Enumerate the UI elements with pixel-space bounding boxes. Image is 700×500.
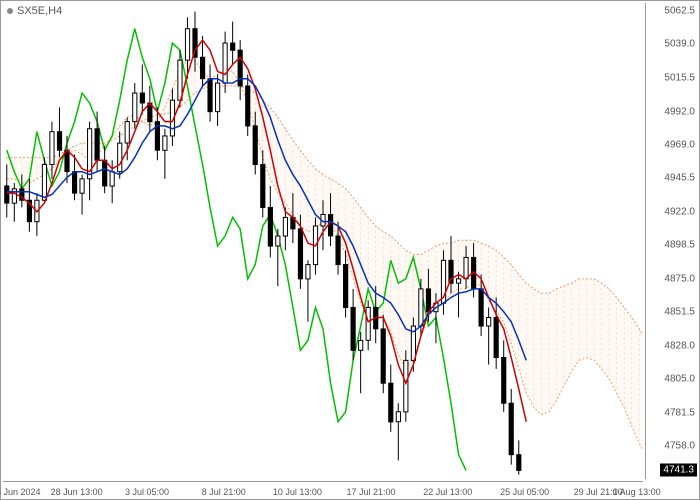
candle-body <box>268 207 272 246</box>
x-tick-label: 25 Jul 05:00 <box>500 487 549 497</box>
chart-container: SX5E,H4 5062.55039.05015.54992.04969.049… <box>0 0 700 500</box>
candle-body <box>464 257 468 278</box>
candle-body <box>351 307 355 350</box>
candle-body <box>283 217 287 236</box>
candle-body <box>72 172 76 193</box>
candle-body <box>231 43 235 50</box>
plot-area[interactable] <box>3 3 643 479</box>
candle-body <box>509 403 513 454</box>
y-tick-label: 5015.5 <box>664 73 695 84</box>
candle-body <box>426 289 430 312</box>
candle-body <box>5 186 9 203</box>
candle-body <box>381 329 385 383</box>
x-axis: 25 Jun 2024 28 Jun 13:00 3 Jul 05:00 8 Jul … <box>3 481 643 499</box>
candle-body <box>246 86 250 126</box>
x-tick-label: 3 Jul 05:00 <box>125 487 169 497</box>
candle-body <box>185 29 189 60</box>
candle-body <box>328 215 332 236</box>
candle-body <box>57 132 61 151</box>
candle-body <box>336 236 340 265</box>
candle-body <box>253 126 257 165</box>
candle-body <box>344 265 348 308</box>
candle-body <box>178 60 182 100</box>
candle-body <box>223 43 227 83</box>
candle-body <box>359 340 363 350</box>
candle-body <box>306 265 310 279</box>
candle-body <box>133 93 137 122</box>
y-tick-label: 4781.5 <box>664 407 695 418</box>
candle-body <box>163 136 167 150</box>
candle-body <box>125 122 129 143</box>
candle-body <box>80 179 84 193</box>
candle-body <box>200 57 204 78</box>
x-tick-label: 28 Jun 13:00 <box>51 487 103 497</box>
y-tick-label: 4992.0 <box>664 106 695 117</box>
y-tick-label: 4898.5 <box>664 240 695 251</box>
y-tick-label: 4945.5 <box>664 173 695 184</box>
x-tick-label: 17 Jul 21:00 <box>346 487 395 497</box>
y-tick-label: 4969.0 <box>664 139 695 150</box>
candle-body <box>389 383 393 422</box>
x-tick-label: 8 Jul 21:00 <box>202 487 246 497</box>
candle-body <box>487 317 491 326</box>
y-tick-label: 4922.0 <box>664 206 695 217</box>
candle-body <box>517 455 521 471</box>
candle-body <box>238 50 242 86</box>
candle-body <box>404 360 408 411</box>
x-tick-label: 10 Jul 13:00 <box>273 487 322 497</box>
x-tick-label: 25 Jun 2024 <box>0 487 41 497</box>
candle-body <box>456 279 460 283</box>
y-tick-label: 4758.0 <box>664 441 695 452</box>
candle-body <box>110 172 114 186</box>
chart-svg <box>3 3 643 479</box>
candle-body <box>118 143 122 172</box>
x-tick-label: 1 Aug 13:00 <box>613 487 661 497</box>
y-tick-label: 5062.5 <box>664 5 695 16</box>
y-tick-label: 4875.0 <box>664 273 695 284</box>
candle-body <box>216 83 220 112</box>
candle-body <box>65 150 69 171</box>
candle-body <box>261 165 265 208</box>
last-price-label: 4741.3 <box>660 463 697 476</box>
candle-body <box>50 132 54 165</box>
candle-body <box>396 412 400 422</box>
candle-body <box>208 79 212 112</box>
y-axis: 5062.5 5039.0 5015.5 4992.0 4969.0 4945.5 4922… <box>645 3 699 479</box>
candle-body <box>95 129 99 160</box>
x-tick-label: 22 Jul 13:00 <box>423 487 472 497</box>
candle-body <box>479 289 483 326</box>
candle-body <box>103 160 107 186</box>
y-tick-label: 4805.0 <box>664 373 695 384</box>
candle-body <box>298 229 302 279</box>
candle-body <box>366 307 370 340</box>
candle-body <box>502 358 506 404</box>
candle-body <box>494 317 498 357</box>
candle-body <box>276 236 280 246</box>
candle-body <box>140 93 144 103</box>
y-tick-label: 4828.0 <box>664 341 695 352</box>
candle-body <box>42 165 46 201</box>
ichimoku-cloud <box>7 60 643 457</box>
y-tick-label: 5039.0 <box>664 39 695 50</box>
candle-body <box>419 289 423 326</box>
y-tick-label: 4851.5 <box>664 307 695 318</box>
